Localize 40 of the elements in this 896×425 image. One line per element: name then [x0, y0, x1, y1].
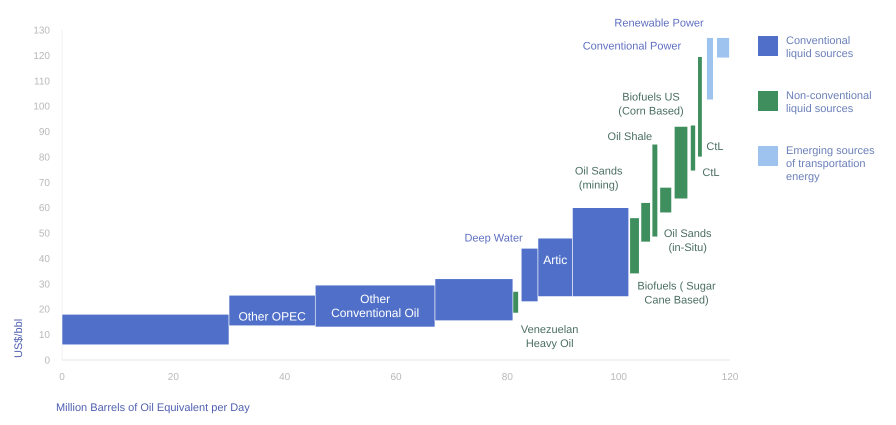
y-tick-label: 20 — [38, 304, 50, 316]
annotation: Other OPEC — [238, 309, 306, 324]
annotation: CtL — [706, 140, 724, 153]
x-tick-label: 120 — [722, 372, 739, 383]
annotation: Biofuels US (Corn Based) — [618, 91, 684, 118]
annotation: Oil Shale — [608, 131, 652, 144]
y-tick-label: 30 — [38, 279, 50, 290]
legend-label: Emerging sources of transportation energy — [786, 145, 876, 183]
annotation: Biofuels ( Sugar Cane Based) — [637, 280, 716, 307]
y-tick-label: 130 — [33, 26, 50, 36]
y-tick-label: 90 — [38, 127, 50, 138]
y-tick-label: 100 — [33, 102, 50, 113]
annotation: Artic — [543, 253, 568, 268]
y-tick-label: 70 — [38, 178, 50, 189]
x-tick-label: 20 — [168, 372, 180, 383]
y-tick-label: 50 — [38, 228, 50, 240]
y-tick-label: 0 — [44, 356, 50, 366]
x-tick-label: 100 — [610, 372, 628, 383]
y-tick-label: 80 — [38, 152, 50, 164]
legend-label: Conventional liquid sources — [786, 35, 854, 60]
annotation: CtL — [702, 166, 720, 179]
annotation: Conventional Power — [582, 40, 682, 53]
y-tick-label: 40 — [38, 254, 50, 265]
legend-label: Non-conventional liquid sources — [786, 90, 872, 115]
y-tick-label: 10 — [38, 330, 50, 342]
x-tick-label: 60 — [390, 372, 402, 383]
annotation: Oil Sands (mining) — [574, 166, 624, 192]
x-tick-label: 40 — [279, 372, 291, 383]
x-tick-label: 80 — [502, 372, 514, 383]
y-axis-title: US$/bbl — [13, 318, 25, 358]
annotation: Oil Sands (in-Situ) — [664, 228, 712, 254]
x-axis-title: Million Barrels of Oil Equivalent per Day — [56, 402, 250, 414]
annotation: Other Conventional Oil — [331, 292, 420, 320]
annotation: Venezuelan Heavy Oil — [520, 324, 578, 350]
y-tick-label: 110 — [34, 76, 50, 88]
y-tick-label: 60 — [38, 203, 50, 214]
annotation: Deep Water — [464, 232, 524, 244]
annotation: Renewable Power — [614, 18, 704, 30]
x-tick-label: 0 — [59, 372, 66, 383]
y-tick-label: 120 — [33, 50, 50, 62]
